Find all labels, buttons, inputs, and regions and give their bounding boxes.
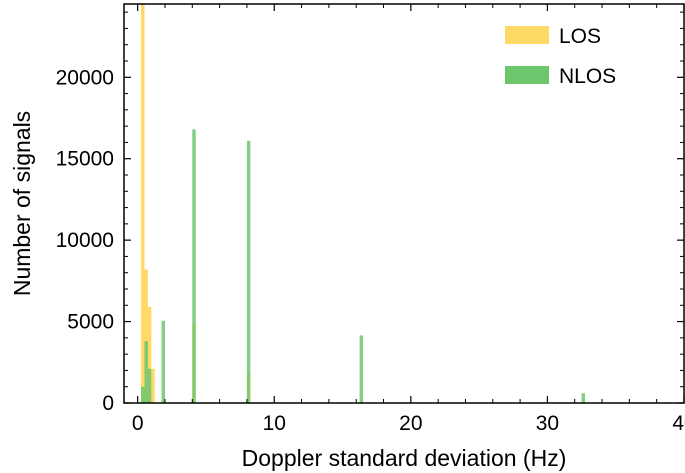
y-tick-label: 0	[102, 392, 114, 415]
x-tick-label: 10	[263, 412, 286, 435]
x-tick-label: 30	[536, 412, 559, 435]
los-legend-label: LOS	[559, 25, 601, 48]
y-tick-label: 20000	[56, 66, 114, 89]
y-tick-label: 5000	[67, 311, 114, 334]
los-legend-swatch	[505, 26, 549, 44]
nlos-bar	[141, 386, 145, 403]
legend: LOS NLOS	[505, 25, 616, 88]
los-bar	[141, 4, 145, 403]
y-axis-ticks: 0 5000 10000 15000 20000	[56, 11, 684, 415]
nlos-bar	[359, 335, 364, 403]
bars-layer	[141, 4, 585, 404]
los-bar	[151, 368, 155, 403]
nlos-bar	[161, 320, 165, 403]
x-axis-ticks: 0 10 20 30 40	[132, 4, 685, 435]
nlos-bar	[192, 129, 196, 403]
x-tick-label: 0	[132, 412, 144, 435]
y-tick-label: 15000	[56, 148, 114, 171]
x-axis-label: Doppler standard deviation (Hz)	[242, 445, 567, 471]
nlos-bar	[581, 393, 585, 403]
nlos-bar	[144, 341, 148, 403]
x-tick-label: 20	[399, 412, 422, 435]
y-axis-label: Number of signals	[9, 111, 35, 296]
los-bar	[144, 269, 148, 403]
nlos-legend-swatch	[505, 66, 549, 84]
los-bar	[147, 306, 152, 403]
nlos-legend-label: NLOS	[559, 65, 616, 88]
nlos-bar	[246, 140, 251, 404]
y-tick-label: 10000	[56, 229, 114, 252]
x-tick-label: 40	[672, 412, 685, 435]
nlos-bar	[147, 368, 152, 403]
plot-frame	[123, 3, 685, 404]
